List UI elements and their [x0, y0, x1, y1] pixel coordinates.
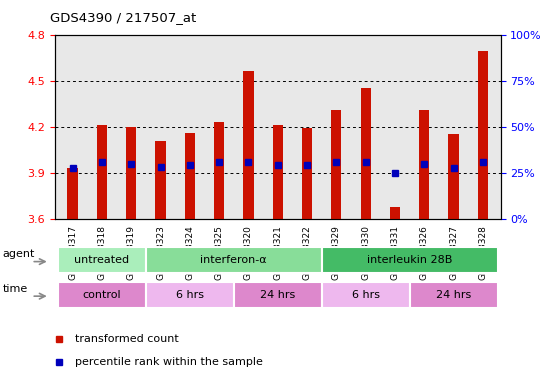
Bar — [322, 247, 498, 273]
Bar — [322, 282, 410, 308]
Bar — [234, 282, 322, 308]
Text: percentile rank within the sample: percentile rank within the sample — [75, 358, 263, 367]
Text: 6 hrs: 6 hrs — [351, 290, 379, 300]
Text: interleukin 28B: interleukin 28B — [367, 255, 452, 265]
Bar — [273, 125, 283, 219]
Bar — [390, 207, 400, 219]
Bar — [331, 110, 342, 219]
Text: agent: agent — [3, 249, 35, 260]
Text: control: control — [82, 290, 121, 300]
Text: time: time — [3, 284, 28, 294]
Bar — [146, 282, 234, 308]
Text: transformed count: transformed count — [75, 334, 179, 344]
Text: 24 hrs: 24 hrs — [260, 290, 295, 300]
Bar — [146, 247, 322, 273]
Bar — [156, 141, 166, 219]
Bar — [97, 125, 107, 219]
Bar — [419, 110, 430, 219]
Bar — [361, 88, 371, 219]
Bar — [68, 168, 78, 219]
Bar — [448, 134, 459, 219]
Bar — [410, 282, 498, 308]
Bar — [126, 127, 136, 219]
Text: untreated: untreated — [74, 255, 129, 265]
Bar — [58, 247, 146, 273]
Text: GDS4390 / 217507_at: GDS4390 / 217507_at — [50, 12, 196, 25]
Text: 24 hrs: 24 hrs — [436, 290, 471, 300]
Bar — [302, 128, 312, 219]
Bar — [243, 71, 254, 219]
Text: interferon-α: interferon-α — [200, 255, 267, 265]
Bar — [185, 133, 195, 219]
Bar — [478, 51, 488, 219]
Bar — [214, 122, 224, 219]
Text: 6 hrs: 6 hrs — [176, 290, 204, 300]
Bar — [58, 282, 146, 308]
